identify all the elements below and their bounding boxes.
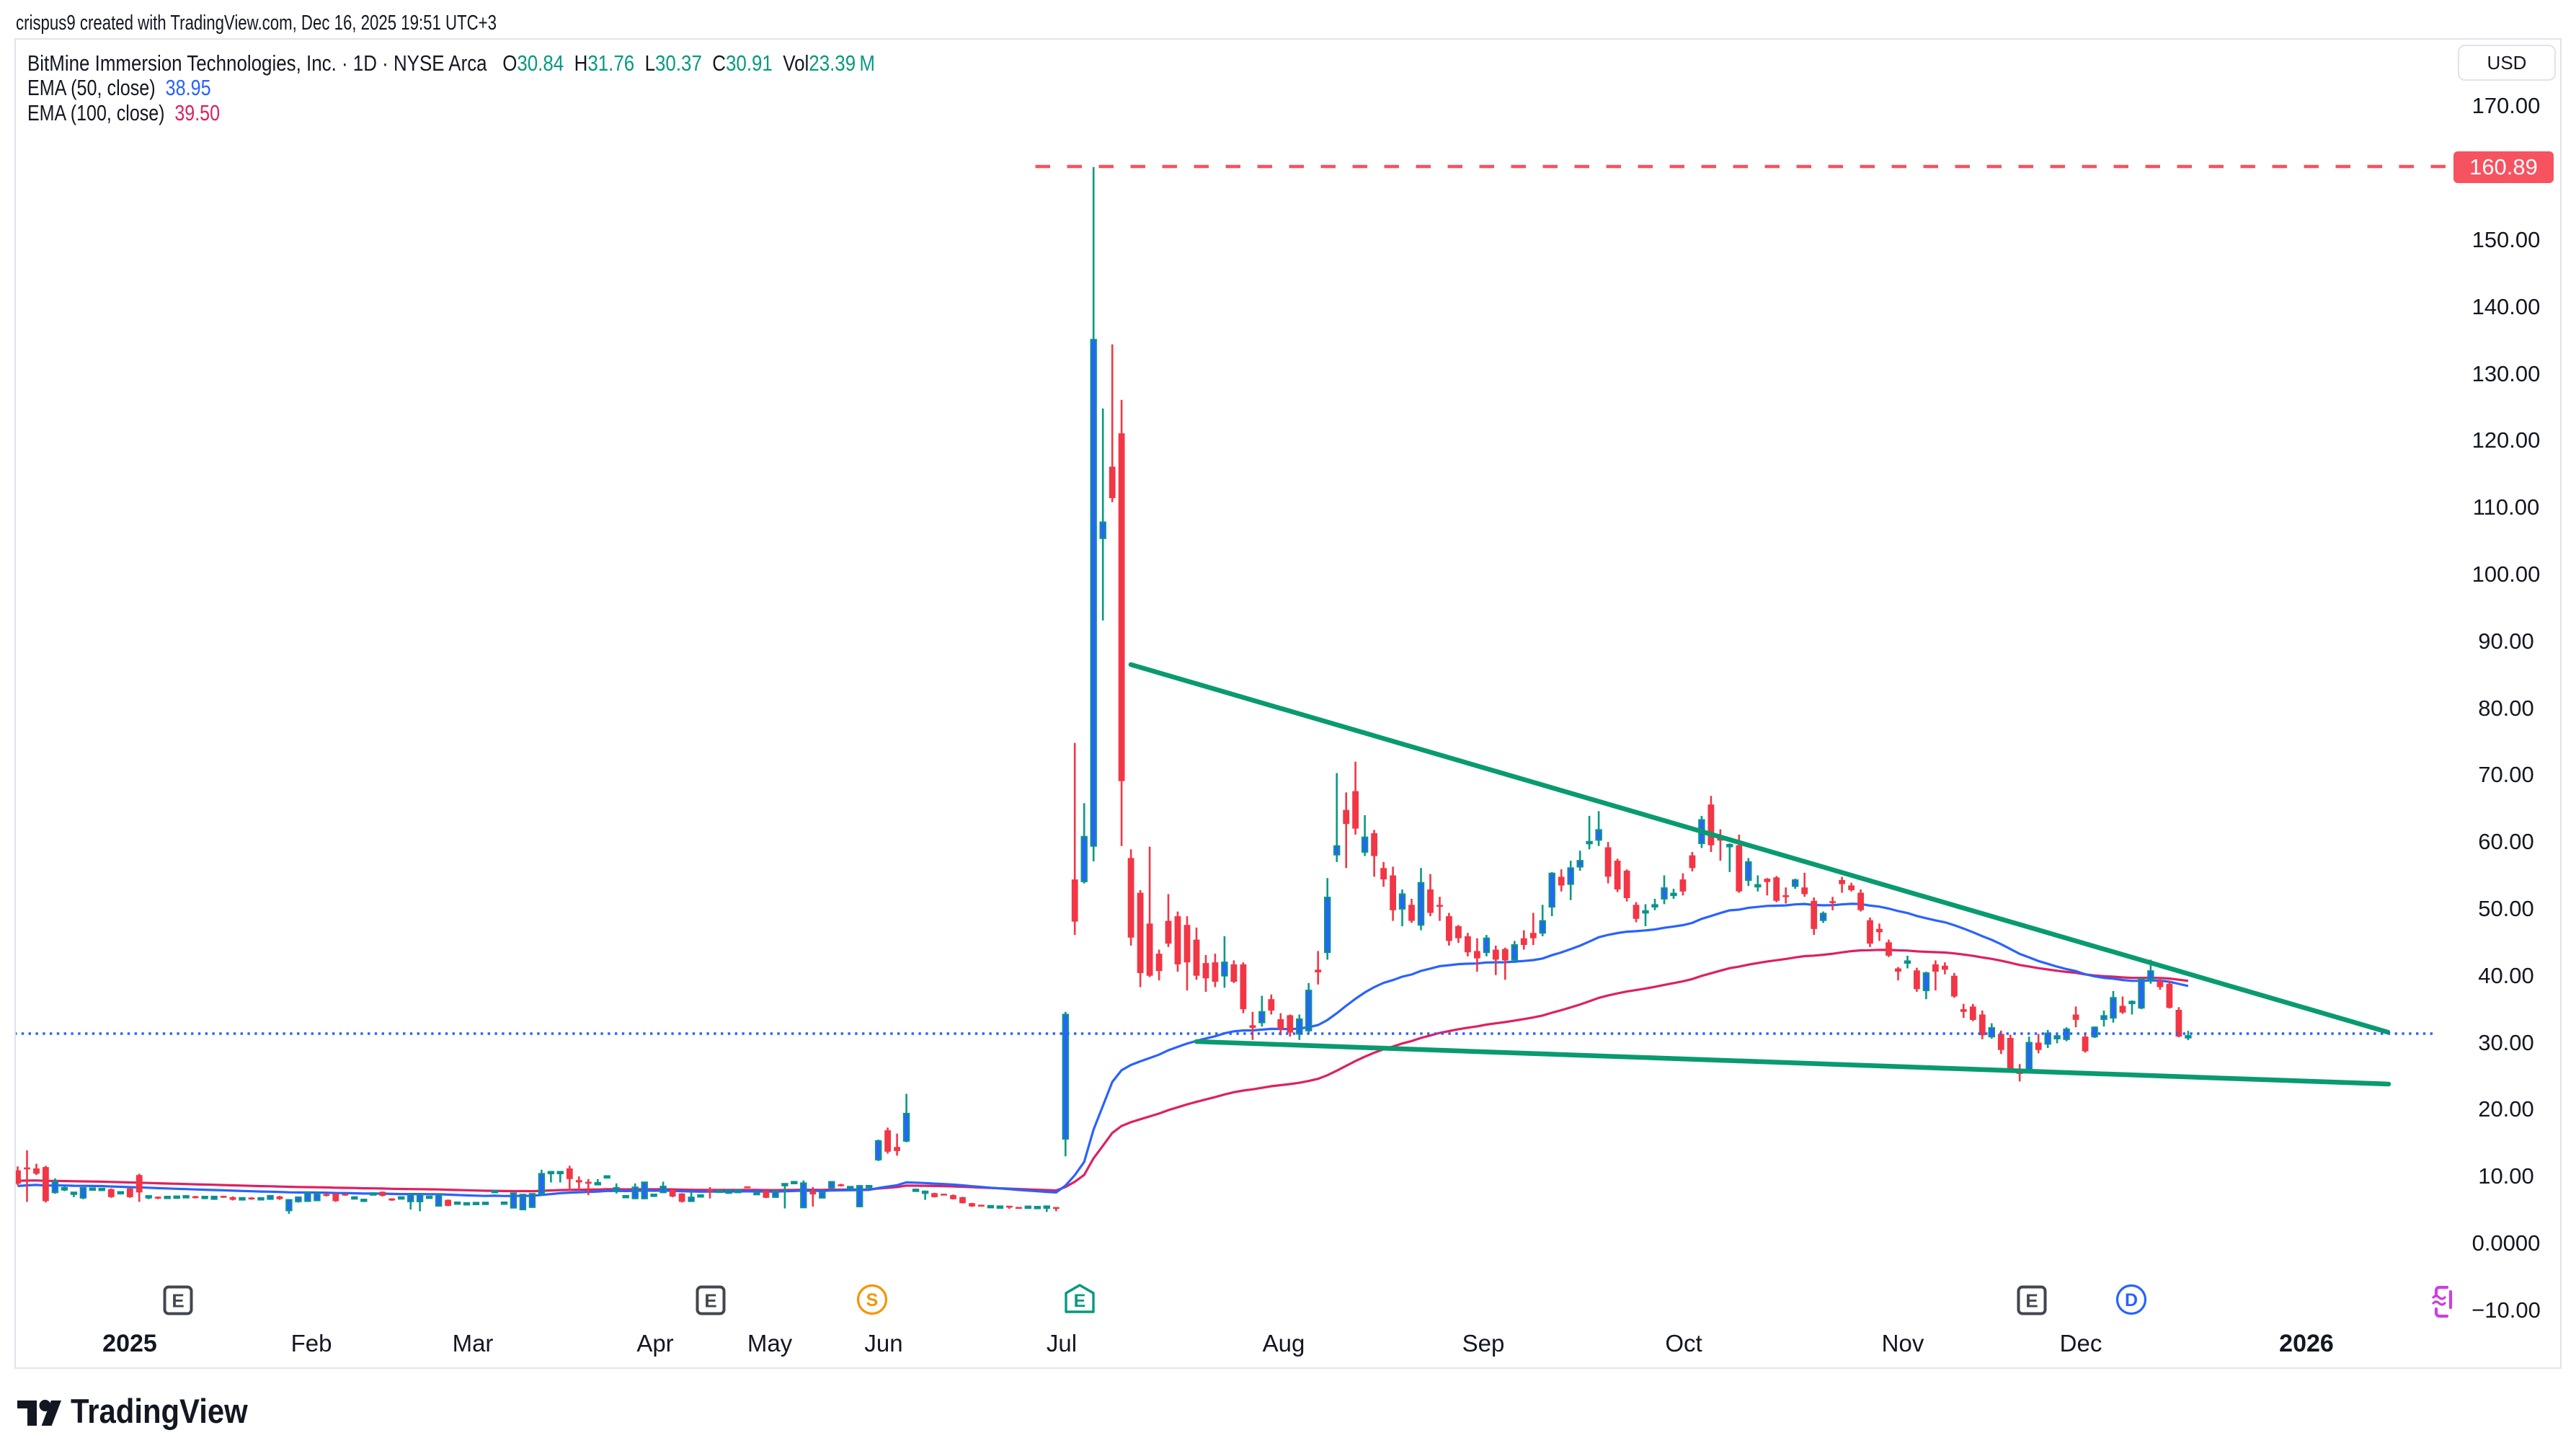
svg-text:D: D xyxy=(2125,1290,2138,1310)
svg-text:S: S xyxy=(866,1290,879,1310)
svg-text:E: E xyxy=(1074,1291,1086,1311)
svg-text:E: E xyxy=(2025,1290,2038,1312)
svg-text:E: E xyxy=(172,1290,184,1312)
svg-text:E: E xyxy=(704,1290,716,1312)
